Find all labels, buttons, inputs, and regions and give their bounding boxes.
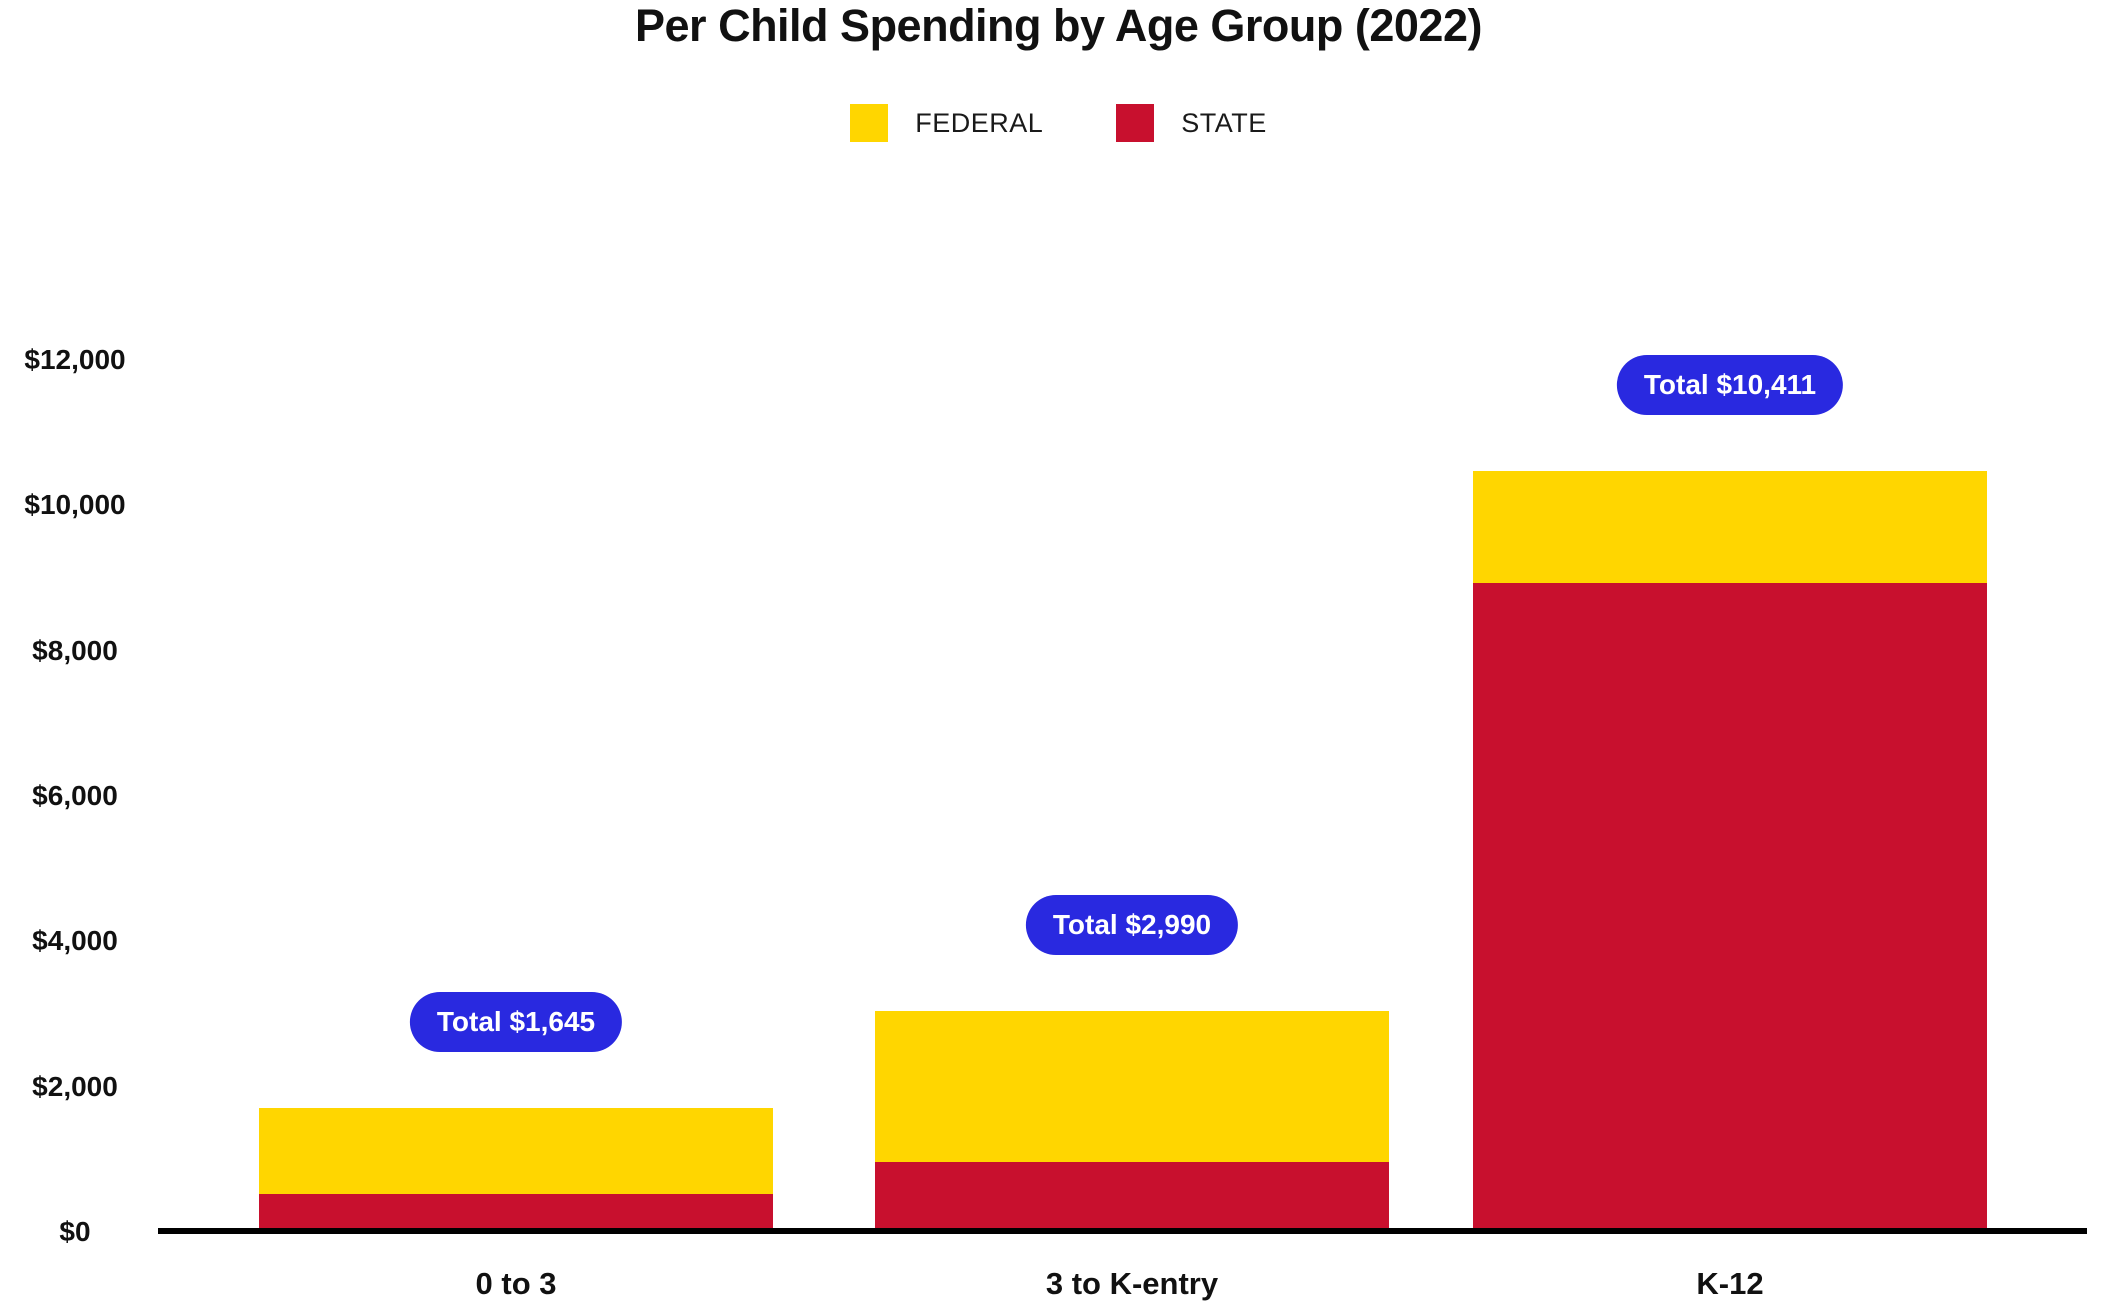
category-label-0: 0 to 3 [475,1266,557,1301]
y-tick-label-6000: $6,000 [32,780,118,811]
legend-item-federal: FEDERAL [850,104,1043,142]
x-axis-line [158,1228,2087,1234]
category-label-1: 3 to K-entry [1045,1266,1219,1301]
bar-1-state-segment [875,1161,1389,1228]
bar-0-federal-segment [259,1108,773,1194]
y-tick-label-8000: $8,000 [32,634,118,666]
y-tick-label-10000: $10,000 [24,489,126,521]
legend-item-state: STATE [1116,104,1267,142]
chart-title: Per Child Spending by Age Group (2022) [635,0,1482,51]
bar-1-federal-segment [875,1010,1389,1162]
y-tick-label-2000: $2,000 [32,1070,118,1102]
federal-swatch-icon [850,104,889,142]
state-swatch-icon [1116,104,1155,142]
total-badge-0: Total $1,645 [409,992,623,1053]
bar-0-state-segment [259,1193,773,1228]
category-label-2: K-12 [1696,1266,1764,1301]
total-badge-1: Total $2,990 [1025,894,1239,955]
bar-2-federal-segment [1473,471,1987,584]
total-badge-2: Total $10,411 [1616,355,1844,416]
legend-label-federal: FEDERAL [915,107,1044,138]
legend: FEDERAL STATE [0,104,2117,142]
legend-label-state: STATE [1181,107,1267,138]
y-tick-label-4000: $4,000 [32,925,118,957]
y-tick-label-0: $0 [59,1216,91,1247]
bar-2-state-segment [1473,583,1987,1228]
y-tick-label-12000: $12,000 [24,344,126,375]
